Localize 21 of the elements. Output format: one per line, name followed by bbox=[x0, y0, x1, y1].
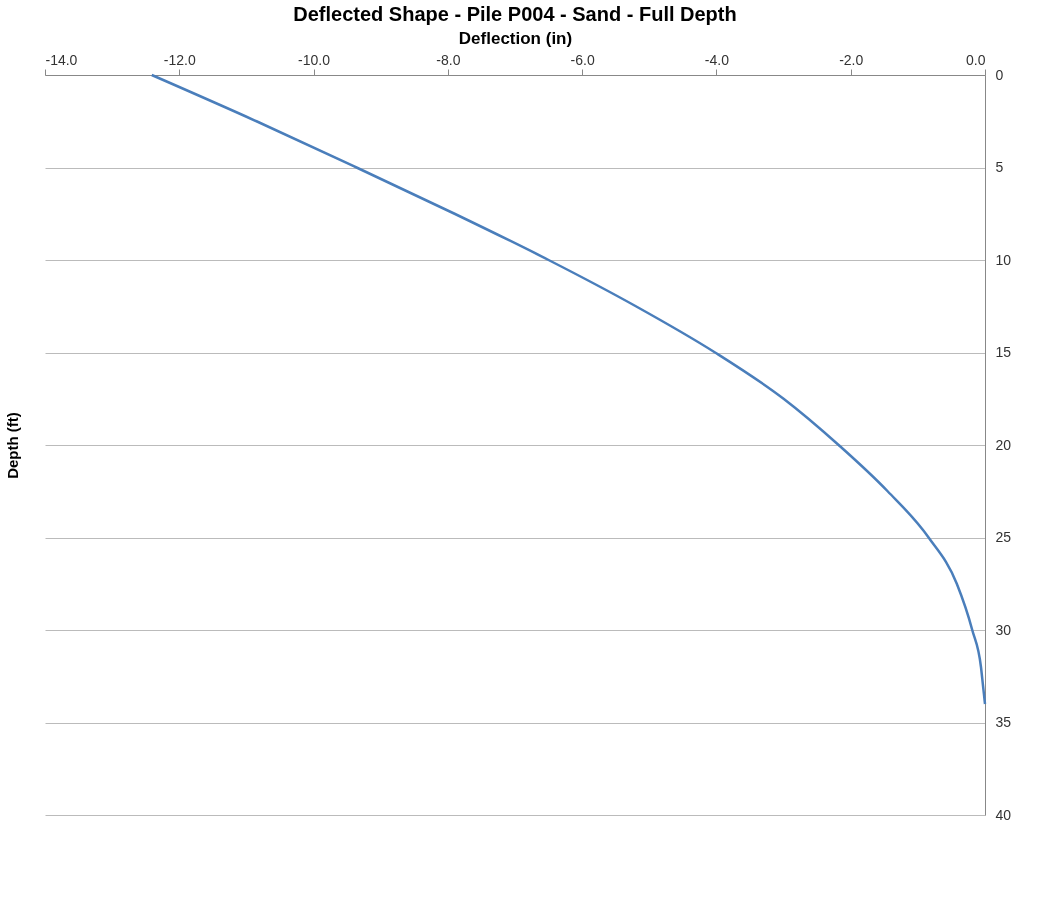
y-tick-label: 20 bbox=[995, 436, 1012, 453]
y-tick-label: 35 bbox=[995, 714, 1012, 730]
x-tick-label: 0.0 bbox=[966, 51, 986, 68]
y-tick-label: 25 bbox=[995, 529, 1012, 545]
y-axis-title: Depth (ft) bbox=[3, 412, 21, 479]
y-tick-label: 30 bbox=[995, 621, 1012, 638]
y-tick-label: 40 bbox=[995, 806, 1012, 823]
y-tick-label: 0 bbox=[995, 66, 1004, 83]
y-tick-label: 5 bbox=[995, 159, 1004, 175]
x-tick-label: -12.0 bbox=[163, 51, 196, 68]
y-tick-label: 10 bbox=[995, 251, 1012, 268]
x-tick-label: -14.0 bbox=[45, 51, 78, 68]
x-tick-label: -4.0 bbox=[704, 51, 730, 68]
x-axis-title: Deflection (in) bbox=[458, 28, 573, 48]
x-tick-label: -10.0 bbox=[298, 51, 331, 68]
chart-title: Deflected Shape - Pile P004 - Sand - Full Depth bbox=[293, 3, 737, 25]
x-tick-label: -8.0 bbox=[436, 51, 461, 68]
y-tick-label: 15 bbox=[995, 344, 1012, 360]
x-tick-label: -6.0 bbox=[570, 51, 595, 68]
x-tick-label: -2.0 bbox=[839, 51, 864, 68]
line-series bbox=[150, 73, 987, 706]
